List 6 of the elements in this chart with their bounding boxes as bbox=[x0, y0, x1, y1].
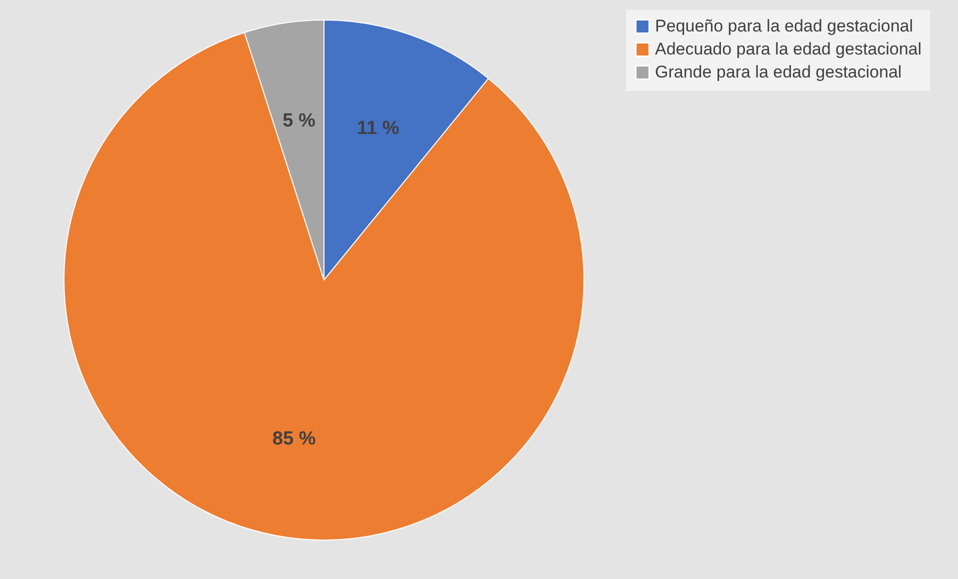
legend-label: Grande para la edad gestacional bbox=[655, 62, 902, 82]
legend-label: Pequeño para la edad gestacional bbox=[655, 16, 914, 36]
data-label: 11 % bbox=[356, 118, 400, 140]
data-label: 85 % bbox=[272, 428, 316, 450]
data-label: 5 % bbox=[282, 110, 316, 132]
legend-label: Adecuado para la edad gestacional bbox=[655, 40, 922, 58]
